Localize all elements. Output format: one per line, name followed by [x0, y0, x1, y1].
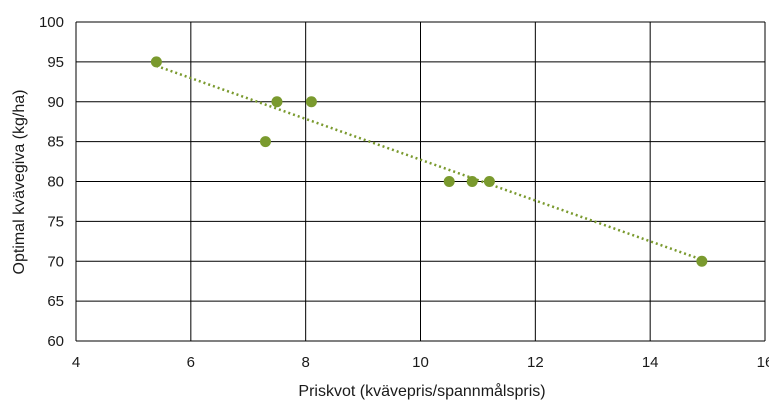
y-tick-label: 95 [47, 54, 64, 71]
y-axis-title: Optimal kvävegiva (kg/ha) [11, 90, 28, 275]
data-point [466, 176, 478, 187]
grid-lines [75, 21, 766, 342]
x-axis-title: Priskvot (kvävepris/spannmålspris) [298, 382, 545, 400]
data-points [150, 56, 708, 267]
x-tick-label: 16 [757, 354, 769, 371]
data-point [271, 96, 283, 108]
trendline-group [155, 64, 703, 261]
y-tick-labels: 60 65 70 75 80 85 90 95 100 [39, 14, 64, 350]
y-tick-label: 75 [47, 213, 64, 230]
trendline [155, 64, 703, 261]
x-tick-label: 4 [72, 354, 80, 371]
y-tick-label: 65 [47, 293, 64, 310]
y-tick-label: 85 [47, 134, 64, 151]
y-tick-label: 60 [47, 333, 64, 350]
data-point [305, 96, 317, 108]
data-point [259, 136, 271, 148]
y-tick-label: 90 [47, 94, 64, 111]
y-tick-label: 100 [39, 14, 64, 31]
data-point [483, 176, 495, 187]
x-tick-label: 6 [187, 354, 195, 371]
y-tick-label: 70 [47, 253, 64, 270]
data-point [150, 56, 162, 68]
x-tick-label: 8 [301, 354, 309, 371]
data-point [443, 176, 455, 187]
x-tick-label: 10 [412, 354, 429, 371]
x-tick-label: 14 [642, 354, 659, 371]
data-point [696, 255, 708, 267]
x-tick-label: 12 [527, 354, 544, 371]
y-tick-label: 80 [47, 174, 64, 191]
x-tick-labels: 4 6 8 10 12 14 16 [72, 354, 769, 371]
